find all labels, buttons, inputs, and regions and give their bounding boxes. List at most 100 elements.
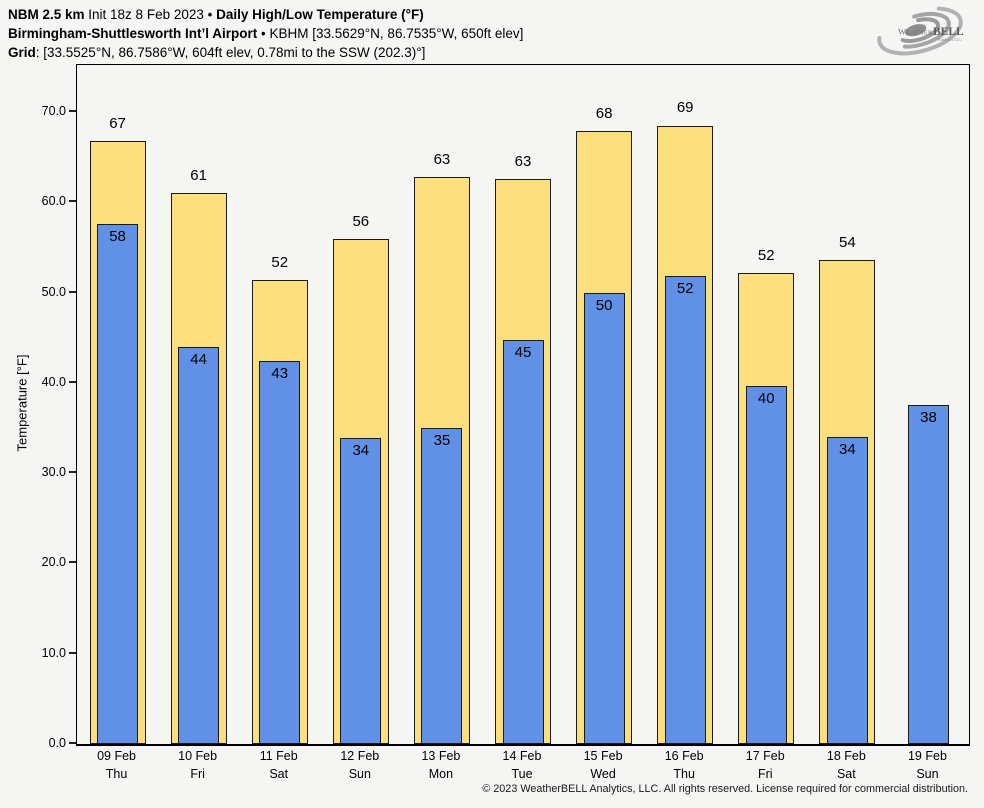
high-temp-label: 61 — [190, 167, 207, 185]
x-tick-label: 10 Feb Fri — [157, 747, 239, 783]
high-temp-label: 63 — [514, 152, 532, 170]
chart-title: Daily High/Low Temperature (°F) — [216, 7, 424, 22]
model-name: NBM 2.5 km — [8, 7, 85, 22]
y-tick-mark — [69, 109, 76, 112]
chart-header: NBM 2.5 km Init 18z 8 Feb 2023 • Daily H… — [8, 5, 523, 62]
x-tick-label: 12 Feb Sun — [319, 747, 401, 783]
low-temp-bar — [664, 276, 706, 744]
x-tick-label: 18 Feb Sat — [805, 747, 887, 783]
y-tick-label: 60.0 — [41, 194, 66, 209]
x-tick-label: 09 Feb Thu — [76, 747, 158, 783]
y-tick-mark — [69, 471, 76, 474]
logo-brand-weather: Weather — [898, 27, 933, 37]
low-temp-label: 34 — [352, 441, 370, 459]
header-line2: Birmingham-Shuttlesworth Int’l Airport •… — [8, 24, 523, 43]
low-temp-bar — [421, 427, 463, 744]
low-temp-label: 38 — [920, 409, 937, 427]
logo-subtitle: Analytics LLC — [938, 37, 962, 42]
high-temp-label: 56 — [352, 213, 370, 231]
weekday-label: Wed — [590, 767, 616, 781]
weatherbell-logo: Weather BELL Analytics LLC — [872, 6, 976, 56]
y-tick-label: 70.0 — [41, 103, 66, 118]
y-tick-mark — [69, 651, 76, 654]
x-tick-label: 11 Feb Sat — [238, 747, 320, 783]
grid-coords: : [33.5525°N, 86.7586°W, 604ft elev, 0.7… — [35, 45, 426, 60]
x-tick-label: 16 Feb Thu — [643, 747, 725, 783]
y-tick-mark — [69, 561, 76, 564]
date-label: 13 Feb — [421, 749, 461, 763]
hurricane-swirl-icon: Weather BELL Analytics LLC — [877, 6, 964, 56]
init-time: Init 18z 8 Feb 2023 • — [84, 7, 217, 22]
x-tick-label: 17 Feb Fri — [724, 747, 806, 783]
low-temp-label: 44 — [190, 350, 207, 368]
station-coords: • KBHM [33.5629°N, 86.7535°W, 650ft elev… — [257, 26, 524, 41]
y-tick-label: 10.0 — [41, 645, 66, 660]
header-line3: Grid: [33.5525°N, 86.7586°W, 604ft elev,… — [8, 43, 523, 62]
weekday-label: Fri — [757, 767, 773, 781]
y-tick-mark — [69, 200, 76, 203]
y-tick-mark — [69, 380, 76, 383]
y-tick-label: 30.0 — [41, 465, 66, 480]
date-label: 18 Feb — [826, 749, 866, 763]
weekday-label: Tue — [511, 767, 533, 781]
low-temp-bar — [502, 340, 544, 744]
date-label: 12 Feb — [340, 749, 380, 763]
weekday-label: Sat — [836, 767, 856, 781]
low-temp-bar — [97, 223, 139, 744]
x-axis-labels: 09 Feb Thu 10 Feb Fri 11 Feb Sat 12 Feb Sun 13 F… — [76, 747, 968, 787]
station-name: Birmingham-Shuttlesworth Int’l Airport — [8, 26, 258, 41]
low-temp-bar — [745, 386, 787, 744]
weekday-label: Sun — [348, 767, 371, 781]
low-temp-bar — [178, 346, 220, 744]
low-temp-label: 58 — [109, 227, 126, 245]
x-tick-label: 14 Feb Tue — [481, 747, 563, 783]
copyright-text: © 2023 WeatherBELL Analytics, LLC. All r… — [482, 783, 968, 795]
low-temp-label: 40 — [757, 390, 775, 408]
high-temp-label: 67 — [109, 114, 126, 132]
date-label: 14 Feb — [502, 749, 542, 763]
high-temp-label: 54 — [839, 234, 856, 252]
low-temp-label: 35 — [433, 431, 451, 449]
low-temp-label: 43 — [271, 365, 289, 383]
low-temp-label: 45 — [514, 344, 532, 362]
plot-area: 67 58 61 44 52 43 56 34 63 35 63 45 68 50 69 52 52 40 54 34… — [76, 64, 970, 746]
logo-brand-bell: BELL — [933, 26, 964, 38]
weekday-label: Thu — [105, 767, 128, 781]
y-axis-label: Temperature [°F] — [14, 354, 30, 452]
low-temp-bar — [826, 437, 868, 744]
low-temp-bar — [340, 437, 382, 744]
y-tick-label: 20.0 — [41, 555, 66, 570]
weekday-label: Sun — [916, 767, 939, 781]
y-tick-label: 40.0 — [41, 374, 66, 389]
high-temp-label: 63 — [433, 150, 451, 168]
low-temp-bar — [259, 361, 301, 744]
low-temp-bar — [907, 405, 949, 744]
low-temp-label: 34 — [839, 441, 856, 458]
low-temp-bar — [583, 292, 625, 744]
date-label: 11 Feb — [259, 749, 298, 763]
date-label: 17 Feb — [745, 749, 785, 763]
weekday-label: Sat — [269, 767, 289, 781]
high-temp-label: 69 — [676, 99, 694, 117]
high-temp-label: 52 — [757, 246, 775, 264]
grid-label: Grid — [8, 45, 36, 60]
y-tick-mark — [69, 742, 76, 744]
y-tick-label: 50.0 — [41, 284, 66, 299]
date-label: 15 Feb — [583, 749, 623, 763]
x-tick-label: 15 Feb Wed — [562, 747, 644, 783]
header-line1: NBM 2.5 km Init 18z 8 Feb 2023 • Daily H… — [8, 5, 523, 24]
low-temp-label: 50 — [595, 296, 613, 314]
date-label: 09 Feb — [97, 749, 136, 763]
high-temp-label: 52 — [271, 253, 289, 271]
date-label: 10 Feb — [178, 749, 218, 763]
date-label: 16 Feb — [664, 749, 704, 763]
y-tick-mark — [69, 290, 76, 293]
y-tick-label: 0.0 — [48, 736, 66, 750]
date-label: 19 Feb — [907, 749, 947, 763]
weekday-label: Thu — [673, 767, 695, 781]
weekday-label: Mon — [428, 767, 454, 781]
high-temp-label: 68 — [595, 104, 613, 122]
x-tick-label: 19 Feb Sun — [886, 747, 968, 783]
x-tick-label: 13 Feb Mon — [400, 747, 482, 783]
